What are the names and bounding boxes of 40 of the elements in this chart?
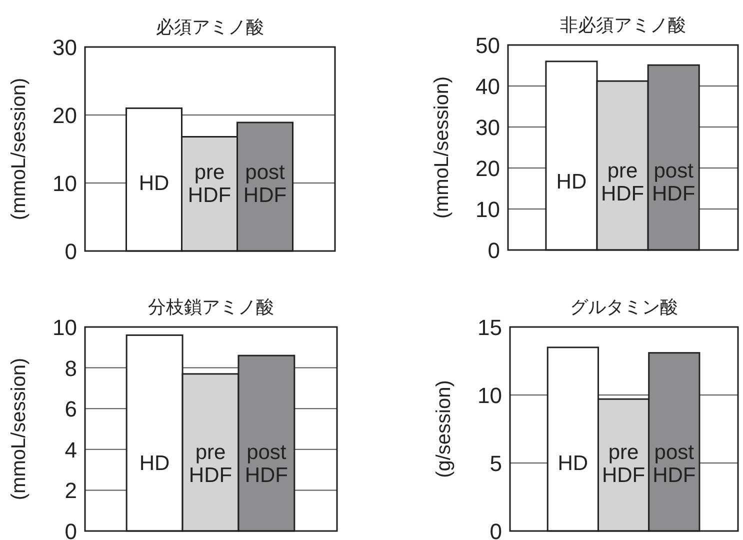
chart-title: 分枝鎖アミノ酸: [148, 297, 274, 317]
chart-title: 非必須アミノ酸: [560, 15, 686, 35]
y-tick-label: 10: [476, 197, 500, 222]
y-tick-label: 50: [476, 33, 500, 58]
x-tick-label: HD: [556, 170, 587, 194]
x-tick-label: post HDF: [652, 160, 696, 206]
y-tick-label: 0: [64, 519, 77, 540]
y-tick-label: 10: [52, 171, 77, 196]
x-tick-label: HD: [558, 452, 588, 475]
y-tick-label: 4: [64, 437, 77, 462]
x-tick-label: post HDF: [652, 440, 696, 487]
y-axis-title: (mmoL/session): [8, 358, 30, 500]
chart-title: 必須アミノ酸: [156, 17, 264, 37]
y-tick-label: 6: [64, 396, 77, 422]
y-tick-label: 0: [490, 519, 502, 540]
y-axis-title: (g/session): [433, 380, 455, 478]
y-tick-label: 40: [476, 74, 500, 99]
y-tick-label: 0: [488, 238, 500, 263]
y-tick-label: 10: [478, 383, 502, 408]
y-tick-label: 15: [478, 315, 502, 340]
chart-title: グルタミン酸: [570, 297, 678, 317]
y-tick-label: 0: [64, 239, 77, 264]
x-tick-label: pre HDF: [600, 160, 644, 206]
y-tick-label: 20: [52, 103, 77, 128]
x-tick-label: post HDF: [244, 440, 288, 487]
x-tick-label: HD: [138, 172, 170, 195]
y-tick-label: 20: [476, 156, 500, 181]
x-tick-label: HD: [139, 452, 170, 475]
x-tick-label: pre HDF: [188, 440, 232, 487]
y-axis-title: (mmoL/session): [431, 76, 453, 219]
x-tick-label: pre HDF: [602, 440, 646, 487]
x-tick-label: post HDF: [243, 160, 287, 207]
x-tick-label: pre HDF: [188, 160, 232, 207]
y-tick-label: 30: [476, 115, 500, 140]
y-tick-label: 2: [64, 478, 77, 504]
y-tick-label: 8: [64, 356, 77, 381]
y-tick-label: 30: [52, 35, 77, 60]
y-axis-title: (mmoL/session): [8, 78, 30, 220]
y-tick-label: 10: [52, 315, 77, 340]
y-tick-label: 5: [490, 451, 502, 476]
